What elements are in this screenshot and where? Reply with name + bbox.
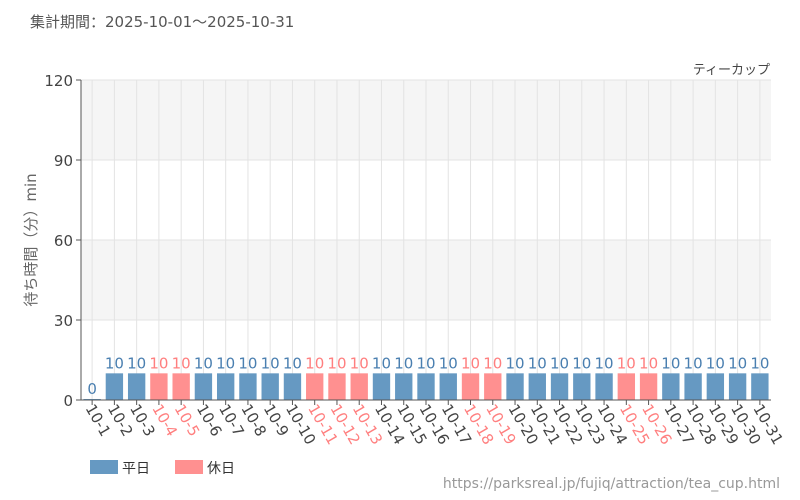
bar-value-label: 10 [483, 354, 502, 372]
bar-10-8 [239, 373, 257, 400]
source-url[interactable]: https://parksreal.jp/fujiq/attraction/te… [443, 476, 780, 492]
chart-title: ティーカップ [693, 63, 770, 78]
bar-10-16 [417, 373, 435, 400]
y-tick-label: 120 [44, 72, 73, 90]
bar-10-2 [105, 373, 124, 400]
bar-value-label: 10 [550, 354, 569, 372]
bar-10-13 [350, 373, 368, 400]
bar-value-label: 10 [238, 354, 257, 372]
bar-value-label: 10 [684, 354, 703, 372]
bar-10-27 [662, 373, 680, 400]
bar-10-20 [506, 373, 524, 400]
bar-10-10 [283, 373, 302, 400]
bar-value-label: 10 [216, 354, 235, 372]
y-tick-label: 30 [54, 312, 73, 330]
bar-10-9 [261, 373, 279, 400]
bar-10-31 [751, 373, 769, 400]
bar-value-label: 10 [172, 354, 191, 372]
bar-10-21 [528, 373, 546, 400]
bar-value-label: 10 [416, 354, 435, 372]
bar-value-label: 10 [661, 354, 680, 372]
bar-value-label: 0 [87, 380, 97, 398]
bar-value-label: 10 [283, 354, 302, 372]
bar-value-label: 10 [505, 354, 524, 372]
bar-value-label: 10 [194, 354, 213, 372]
bar-10-3 [127, 373, 146, 400]
bar-value-label: 10 [127, 354, 146, 372]
y-tick-label: 0 [63, 392, 73, 410]
bar-value-label: 10 [595, 354, 614, 372]
bar-value-label: 10 [305, 354, 324, 372]
bar-10-5 [172, 373, 190, 400]
bar-10-25 [617, 373, 636, 400]
bar-value-label: 10 [327, 354, 346, 372]
bar-10-26 [639, 373, 658, 400]
legend-swatch-weekday [90, 460, 118, 474]
bar-10-4 [150, 373, 168, 400]
bar-10-18 [461, 373, 480, 400]
bar-10-23 [573, 373, 591, 400]
legend: 平日 休日 [90, 460, 235, 477]
bar-value-label: 10 [350, 354, 369, 372]
bar-10-11 [306, 373, 324, 400]
bar-10-7 [216, 373, 235, 400]
bar-value-label: 10 [105, 354, 124, 372]
bar-10-29 [706, 373, 725, 400]
bar-value-label: 10 [572, 354, 591, 372]
bar-10-14 [372, 373, 391, 400]
bar-value-label: 10 [372, 354, 391, 372]
bar-value-label: 10 [706, 354, 725, 372]
y-axis-label: 待ち時間（分）min [22, 173, 40, 306]
legend-label-weekday: 平日 [122, 461, 150, 477]
bar-10-24 [595, 373, 613, 400]
y-tick-label: 60 [54, 232, 73, 250]
period-label: 集計期間：2025-10-01～2025-10-31 [30, 13, 294, 31]
bar-10-12 [328, 373, 346, 400]
bar-10-15 [395, 373, 413, 400]
bar-10-30 [728, 373, 747, 400]
bar-value-label: 10 [528, 354, 547, 372]
bar-value-label: 10 [728, 354, 747, 372]
bar-10-22 [550, 373, 569, 400]
bar-value-label: 10 [750, 354, 769, 372]
bar-10-28 [684, 373, 702, 400]
bar-10-6 [194, 373, 213, 400]
bar-value-label: 10 [617, 354, 636, 372]
y-tick-label: 90 [54, 152, 73, 170]
bar-value-label: 10 [261, 354, 280, 372]
bar-10-17 [439, 373, 457, 400]
bar-10-19 [484, 373, 502, 400]
bar-value-label: 10 [461, 354, 480, 372]
bar-value-label: 10 [439, 354, 458, 372]
legend-label-holiday: 休日 [207, 461, 235, 477]
bar-value-label: 10 [639, 354, 658, 372]
bar-value-label: 10 [394, 354, 413, 372]
legend-swatch-holiday [175, 460, 203, 474]
bar-value-label: 10 [149, 354, 168, 372]
